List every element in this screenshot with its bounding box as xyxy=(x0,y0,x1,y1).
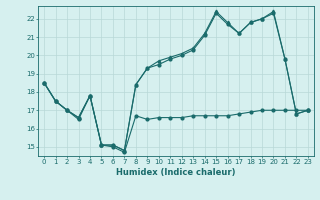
X-axis label: Humidex (Indice chaleur): Humidex (Indice chaleur) xyxy=(116,168,236,177)
